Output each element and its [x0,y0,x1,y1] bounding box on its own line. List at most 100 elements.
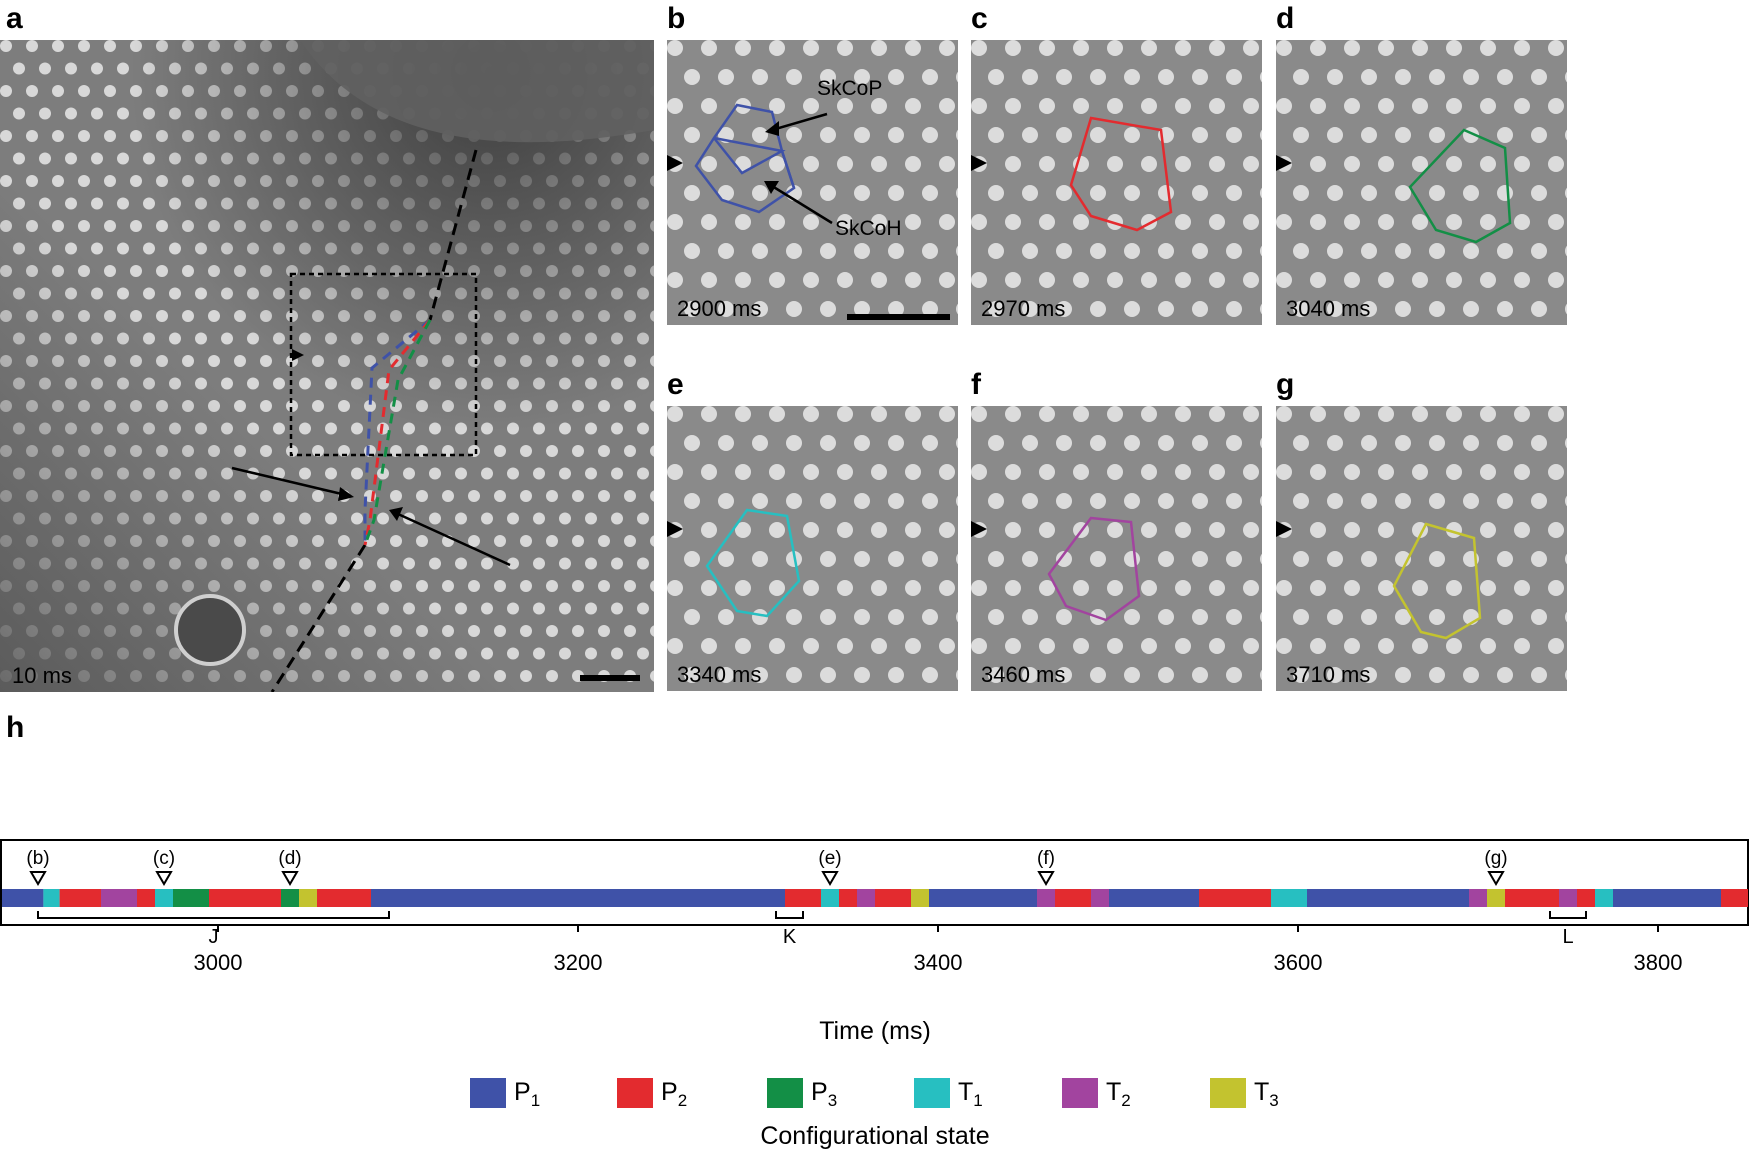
panel-e-overlay [667,406,958,691]
bubble-defect [174,594,246,666]
state-segment-t3 [299,889,317,907]
marker-arrowhead-icon [1276,521,1292,537]
pointer-arrow-left [231,466,347,497]
legend-swatch [617,1078,653,1108]
bracket-j [37,911,390,919]
legend-label-main: P [514,1078,531,1106]
scale-bar [847,314,950,320]
legend-label-main: T [1254,1078,1270,1106]
bracket-label: J [209,926,219,948]
legend-item-p2: P2 [617,1070,717,1110]
state-segment-t2 [1469,889,1487,907]
state-segment-t1 [1595,889,1613,907]
arrowhead-icon [765,121,779,136]
legend-label-sub: 1 [530,1091,541,1110]
bracket-l [1549,911,1587,919]
legend-item-t2: T2 [1062,1070,1162,1110]
panel-c-overlay [971,40,1262,325]
state-segment-p2 [209,889,281,907]
marker-arrowhead-icon [667,155,683,171]
marker-arrowhead-icon [971,155,987,171]
marker-arrowhead-icon [667,521,683,537]
legend-swatch [1210,1078,1246,1108]
zoom-region-box [289,272,478,457]
skyrmion-edge-blue [780,150,796,189]
panel-letter-d: d [1276,2,1295,35]
x-tick-label: 3800 [1634,950,1683,975]
marker-arrowhead-icon [971,521,987,537]
timeline-frame [0,839,1749,926]
state-segment-p2 [1505,889,1559,907]
state-segment-t3 [1487,889,1505,907]
arrowhead-icon [764,181,779,194]
boundary-path-red [363,319,432,546]
time-label-c: 2970 ms [981,296,1066,321]
arrowhead-icon [338,487,354,501]
state-segment-t1 [1271,889,1307,907]
skyrmion-outline-magenta [1047,516,1141,622]
marker-label: (e) [818,848,841,869]
state-segment-p2 [1577,889,1595,907]
time-label-e: 3340 ms [677,662,762,687]
x-axis-label: Time (ms) [819,1017,931,1045]
legend-label-sub: 2 [677,1091,688,1110]
state-segment-t3 [911,889,929,907]
microscopy-image-overview: 10 ms [0,40,654,692]
time-label-b: 2900 ms [677,296,762,321]
microscopy-image-c: 2970 ms [971,40,1262,325]
skyrmion-inner-blue [713,136,786,175]
panel-b-overlay [667,40,958,325]
panel-letter-a: a [6,2,23,35]
legend-label-sub: 1 [973,1091,983,1110]
bracket-k [775,911,804,919]
state-segment-p1 [929,889,1037,907]
panel-d-overlay [1276,40,1567,325]
state-segment-t2 [857,889,875,907]
legend-item-t1: T1 [914,1070,1014,1110]
state-segment-p3 [173,889,209,907]
state-segment-t2 [1091,889,1109,907]
legend-label-sub: 3 [827,1091,838,1110]
panel-letter-f: f [971,368,981,401]
marker-triangle-icon [821,871,839,886]
time-label-g: 3710 ms [1286,662,1371,687]
boundary-path-blue [363,318,431,545]
callout-arrow-skcoh [771,184,833,225]
state-segment-p1 [1109,889,1199,907]
marker-label: (d) [278,848,301,869]
legend-swatch [914,1078,950,1108]
legend-label-main: T [1106,1078,1122,1106]
skyrmion-outline-yellow [1392,522,1482,640]
microscopy-image-b: SkCoP SkCoH 2900 ms [667,40,958,325]
legend-swatch [470,1078,506,1108]
microscopy-image-f: 3460 ms [971,406,1262,691]
boundary-path-green [363,319,432,546]
panel-g-overlay [1276,406,1567,691]
state-segment-t1 [155,889,173,907]
microscopy-image-g: 3710 ms [1276,406,1567,691]
callout-arrow-skcop [771,112,828,132]
state-segment-p3 [281,889,299,907]
legend-swatch [1062,1078,1098,1108]
microscopy-image-d: 3040 ms [1276,40,1567,325]
skyrmion-outline-green [1408,128,1512,244]
legend: P1 P2 P3 T1 T2 T3 [0,1070,1750,1114]
panel-letter-h: h [6,711,25,744]
x-tick-label: 3400 [914,950,963,975]
panel-letter-g: g [1276,368,1295,401]
state-segment-p1 [1613,889,1721,907]
timeline-segments [2,889,1748,907]
legend-item-p1: P1 [470,1070,570,1110]
state-segment-t2 [101,889,137,907]
callout-skcop: SkCoP [817,77,883,100]
state-segment-t1 [43,889,60,907]
marker-label: (c) [153,848,175,869]
panel-f-overlay [971,406,1262,691]
marker-triangle-icon [1487,871,1505,886]
state-segment-p2 [1721,889,1748,907]
marker-label: (g) [1484,848,1507,869]
legend-label-main: P [661,1078,678,1106]
time-label-d: 3040 ms [1286,296,1371,321]
state-segment-p2 [59,889,101,907]
